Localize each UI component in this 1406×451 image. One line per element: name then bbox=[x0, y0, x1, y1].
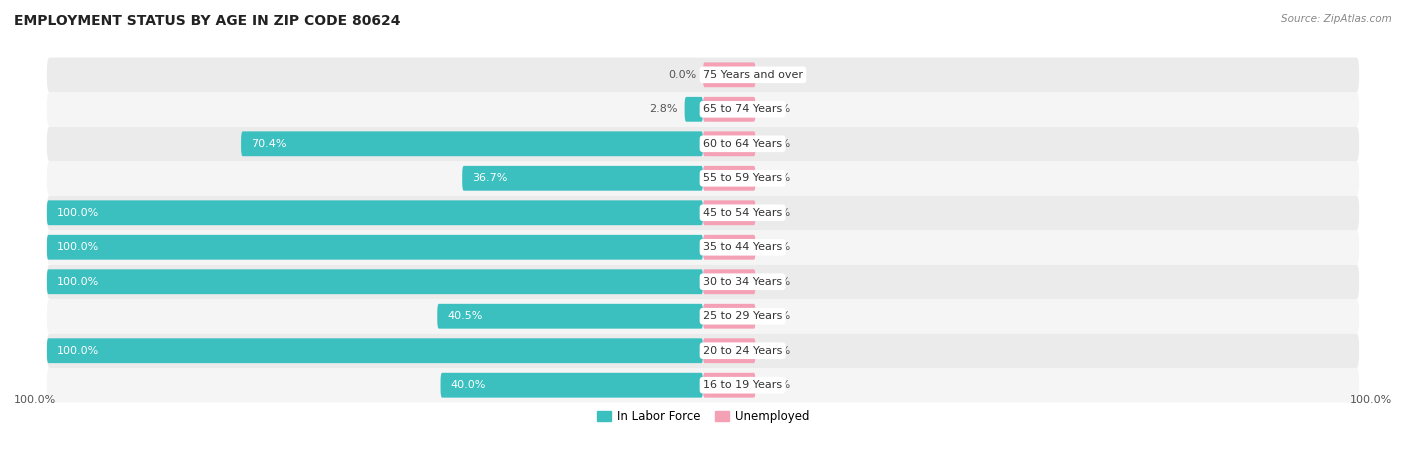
Text: 2.8%: 2.8% bbox=[650, 104, 678, 114]
FancyBboxPatch shape bbox=[703, 200, 755, 225]
Text: 35 to 44 Years: 35 to 44 Years bbox=[703, 242, 782, 252]
Text: 0.0%: 0.0% bbox=[762, 242, 790, 252]
FancyBboxPatch shape bbox=[46, 200, 703, 225]
FancyBboxPatch shape bbox=[46, 235, 703, 260]
FancyBboxPatch shape bbox=[437, 304, 703, 329]
Text: 45 to 54 Years: 45 to 54 Years bbox=[703, 208, 782, 218]
FancyBboxPatch shape bbox=[46, 127, 1360, 161]
Text: 0.0%: 0.0% bbox=[668, 70, 696, 80]
Text: 20 to 24 Years: 20 to 24 Years bbox=[703, 346, 782, 356]
Text: 100.0%: 100.0% bbox=[56, 242, 98, 252]
FancyBboxPatch shape bbox=[703, 373, 755, 398]
Text: 40.5%: 40.5% bbox=[447, 311, 482, 321]
Text: Source: ZipAtlas.com: Source: ZipAtlas.com bbox=[1281, 14, 1392, 23]
FancyBboxPatch shape bbox=[703, 304, 755, 329]
FancyBboxPatch shape bbox=[46, 368, 1360, 402]
FancyBboxPatch shape bbox=[703, 166, 755, 191]
FancyBboxPatch shape bbox=[46, 264, 1360, 299]
FancyBboxPatch shape bbox=[703, 62, 755, 87]
FancyBboxPatch shape bbox=[46, 161, 1360, 196]
FancyBboxPatch shape bbox=[46, 299, 1360, 333]
Text: 0.0%: 0.0% bbox=[762, 277, 790, 287]
Text: 100.0%: 100.0% bbox=[1350, 395, 1392, 405]
FancyBboxPatch shape bbox=[46, 58, 1360, 92]
Text: 70.4%: 70.4% bbox=[250, 139, 287, 149]
Legend: In Labor Force, Unemployed: In Labor Force, Unemployed bbox=[592, 406, 814, 428]
FancyBboxPatch shape bbox=[463, 166, 703, 191]
Text: EMPLOYMENT STATUS BY AGE IN ZIP CODE 80624: EMPLOYMENT STATUS BY AGE IN ZIP CODE 806… bbox=[14, 14, 401, 28]
Text: 75 Years and over: 75 Years and over bbox=[703, 70, 803, 80]
FancyBboxPatch shape bbox=[703, 97, 755, 122]
FancyBboxPatch shape bbox=[46, 338, 703, 363]
FancyBboxPatch shape bbox=[46, 92, 1360, 127]
Text: 25 to 29 Years: 25 to 29 Years bbox=[703, 311, 782, 321]
FancyBboxPatch shape bbox=[440, 373, 703, 398]
Text: 100.0%: 100.0% bbox=[14, 395, 56, 405]
Text: 36.7%: 36.7% bbox=[472, 173, 508, 183]
Text: 0.0%: 0.0% bbox=[762, 346, 790, 356]
FancyBboxPatch shape bbox=[703, 131, 755, 156]
FancyBboxPatch shape bbox=[685, 97, 703, 122]
Text: 0.0%: 0.0% bbox=[762, 173, 790, 183]
Text: 100.0%: 100.0% bbox=[56, 208, 98, 218]
Text: 0.0%: 0.0% bbox=[762, 104, 790, 114]
Text: 40.0%: 40.0% bbox=[450, 380, 485, 390]
Text: 65 to 74 Years: 65 to 74 Years bbox=[703, 104, 782, 114]
FancyBboxPatch shape bbox=[703, 338, 755, 363]
FancyBboxPatch shape bbox=[703, 235, 755, 260]
Text: 100.0%: 100.0% bbox=[56, 346, 98, 356]
FancyBboxPatch shape bbox=[240, 131, 703, 156]
Text: 30 to 34 Years: 30 to 34 Years bbox=[703, 277, 782, 287]
Text: 0.0%: 0.0% bbox=[762, 70, 790, 80]
Text: 60 to 64 Years: 60 to 64 Years bbox=[703, 139, 782, 149]
Text: 0.0%: 0.0% bbox=[762, 208, 790, 218]
FancyBboxPatch shape bbox=[46, 333, 1360, 368]
FancyBboxPatch shape bbox=[46, 196, 1360, 230]
Text: 0.0%: 0.0% bbox=[762, 311, 790, 321]
Text: 100.0%: 100.0% bbox=[56, 277, 98, 287]
Text: 0.0%: 0.0% bbox=[762, 380, 790, 390]
Text: 55 to 59 Years: 55 to 59 Years bbox=[703, 173, 782, 183]
FancyBboxPatch shape bbox=[46, 230, 1360, 264]
Text: 0.0%: 0.0% bbox=[762, 139, 790, 149]
FancyBboxPatch shape bbox=[46, 269, 703, 294]
FancyBboxPatch shape bbox=[703, 269, 755, 294]
Text: 16 to 19 Years: 16 to 19 Years bbox=[703, 380, 782, 390]
